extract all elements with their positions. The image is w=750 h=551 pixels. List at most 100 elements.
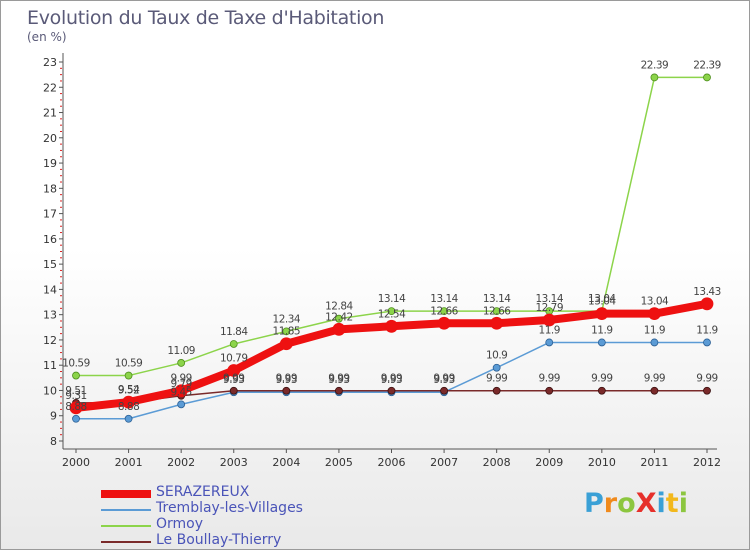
- y-tick-label: 12: [43, 334, 57, 347]
- legend-item: Tremblay-les-Villages: [101, 500, 421, 517]
- data-label: 9.93: [328, 374, 349, 386]
- data-label: 12.34: [273, 313, 301, 325]
- legend-swatch: [101, 490, 151, 498]
- data-point: [72, 414, 80, 423]
- data-label: 13.14: [535, 293, 563, 305]
- y-tick-label: 19: [43, 157, 57, 170]
- data-point: [174, 384, 188, 398]
- data-point: [542, 313, 556, 327]
- data-label: 9.99: [276, 373, 297, 385]
- data-point: [440, 307, 448, 316]
- data-point: [279, 337, 293, 351]
- x-tick-label: 2010: [588, 456, 616, 469]
- data-point: [597, 338, 606, 347]
- data-point: [282, 386, 291, 395]
- chart-subtitle: (en %): [27, 30, 67, 44]
- data-point: [492, 363, 501, 372]
- legend-swatch: [101, 525, 151, 527]
- logo-letter: i: [678, 488, 688, 519]
- data-point: [700, 297, 714, 311]
- y-tick-label: 23: [43, 56, 57, 69]
- y-tick-label: 17: [43, 208, 57, 221]
- data-point: [437, 316, 451, 330]
- data-label: 11.09: [167, 345, 195, 357]
- data-point: [335, 314, 343, 323]
- chart-title: Evolution du Taux de Taxe d'Habitation: [27, 7, 385, 29]
- data-point: [650, 73, 659, 82]
- data-label: 12.42: [325, 311, 353, 323]
- logo-letter: o: [617, 488, 636, 519]
- y-tick-label: 11: [43, 359, 57, 372]
- data-label: 22.39: [641, 59, 669, 71]
- data-label: 9.93: [433, 374, 454, 386]
- data-point: [545, 338, 554, 347]
- data-label: 9.54: [118, 384, 140, 396]
- data-point: [440, 386, 448, 395]
- legend-swatch: [101, 541, 151, 543]
- data-label: 11.85: [273, 326, 301, 338]
- data-label: 9.99: [539, 373, 560, 385]
- data-point: [650, 386, 659, 395]
- y-tick-label: 18: [43, 182, 57, 195]
- data-label: 9.52: [118, 385, 139, 397]
- data-point: [387, 386, 396, 395]
- data-label: 9.99: [223, 373, 244, 385]
- data-point: [492, 307, 501, 316]
- data-label: 10.59: [62, 358, 90, 370]
- x-tick-label: 2011: [640, 456, 668, 469]
- data-point: [69, 401, 83, 415]
- data-label: 12.66: [430, 305, 458, 317]
- data-point: [227, 364, 241, 377]
- data-point: [703, 338, 711, 347]
- data-label: 9.99: [381, 373, 402, 385]
- data-point: [492, 386, 501, 395]
- data-label: 8.88: [118, 401, 139, 413]
- data-label: 13.14: [483, 293, 511, 305]
- data-point: [703, 386, 711, 395]
- data-label: 9.99: [170, 373, 191, 385]
- y-tick-label: 15: [43, 258, 57, 271]
- x-tick-label: 2004: [272, 456, 300, 469]
- data-label: 9.51: [65, 385, 86, 397]
- data-label: 13.04: [588, 296, 616, 308]
- data-label: 9.99: [696, 373, 717, 385]
- data-label: 10.79: [220, 353, 248, 365]
- x-tick-label: 2000: [62, 456, 90, 469]
- x-tick-label: 2012: [693, 456, 721, 469]
- y-tick-label: 13: [43, 309, 57, 322]
- legend-label: Tremblay-les-Villages: [156, 500, 303, 516]
- data-label: 22.39: [693, 59, 721, 71]
- data-label: 10.59: [115, 358, 143, 370]
- x-tick-label: 2009: [535, 456, 563, 469]
- data-point: [229, 386, 238, 395]
- legend-label: Ormoy: [156, 516, 204, 532]
- legend-swatch: [101, 509, 151, 511]
- x-tick-label: 2001: [115, 456, 143, 469]
- data-label: 9.79: [170, 378, 191, 390]
- x-tick-label: 2008: [483, 456, 511, 469]
- legend-item: Le Boullay-Thierry: [101, 532, 421, 549]
- legend-label: Le Boullay-Thierry: [156, 532, 282, 548]
- logo-letter: t: [665, 488, 679, 519]
- data-label: 13.04: [641, 296, 669, 308]
- logo-letter: i: [656, 488, 666, 519]
- logo-letter: r: [603, 488, 618, 519]
- logo-letter: X: [635, 488, 657, 519]
- y-tick-label: 8: [50, 435, 57, 448]
- legend-label: SERAZEREUX: [156, 484, 250, 500]
- data-label: 8.88: [65, 401, 86, 413]
- data-label: 11.9: [696, 324, 717, 336]
- y-tick-label: 9: [50, 410, 57, 423]
- data-point: [650, 338, 659, 347]
- data-label: 13.14: [378, 293, 406, 305]
- data-label: 12.66: [483, 305, 511, 317]
- x-tick-label: 2003: [220, 456, 248, 469]
- data-label: 12.54: [378, 308, 406, 320]
- data-point: [385, 319, 398, 333]
- y-tick-label: 10: [43, 384, 57, 397]
- data-point: [332, 322, 346, 336]
- chart-legend: SERAZEREUX Tremblay-les-Villages Ormoy Le B…: [101, 484, 421, 549]
- data-label: 13.14: [430, 293, 458, 305]
